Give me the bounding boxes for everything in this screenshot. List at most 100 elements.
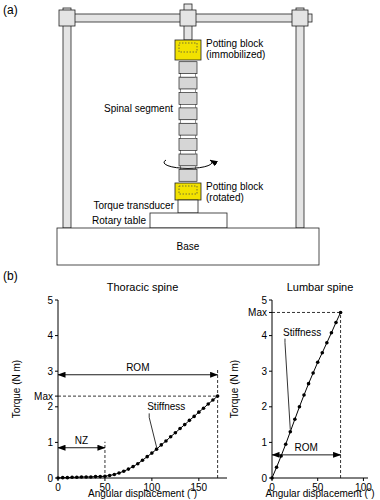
vertebra xyxy=(179,139,197,151)
data-point xyxy=(164,439,168,443)
data-line xyxy=(58,396,218,478)
y-tick-label: Max xyxy=(248,307,267,318)
data-point xyxy=(183,423,187,427)
x-axis-label: Angular displacement (˚) xyxy=(88,488,197,499)
y-tick xyxy=(55,396,58,397)
data-point xyxy=(150,451,154,455)
data-point xyxy=(75,475,79,479)
base xyxy=(57,228,319,265)
data-point xyxy=(127,467,131,471)
max-guide xyxy=(58,396,218,397)
max-guide xyxy=(272,312,341,313)
data-point xyxy=(288,430,292,434)
y-tick xyxy=(269,442,272,443)
vertebra xyxy=(179,77,197,89)
x-tick xyxy=(363,478,364,481)
span-arrow xyxy=(272,454,341,455)
x-tick xyxy=(317,478,318,481)
x-axis-label: Angular displacement (˚) xyxy=(266,488,375,499)
y-tick-label: 2 xyxy=(261,401,267,412)
data-point xyxy=(211,398,215,402)
data-line xyxy=(272,312,341,478)
data-point xyxy=(316,361,320,365)
apparatus: Potting block(immobilized)Spinal segment… xyxy=(57,4,319,265)
panel-label: (a) xyxy=(3,3,18,17)
annotation-leader xyxy=(285,339,290,430)
y-tick-label: 5 xyxy=(47,295,53,306)
data-point xyxy=(80,475,84,479)
x-tick xyxy=(104,478,105,481)
x-tick-label: 0 xyxy=(55,482,61,493)
data-point xyxy=(131,465,135,469)
data-point xyxy=(141,458,145,462)
diagram-label: Torque transducer xyxy=(93,200,174,211)
y-tick-label: 2 xyxy=(47,401,53,412)
disc xyxy=(181,89,196,92)
data-point xyxy=(155,447,159,451)
disc xyxy=(181,135,196,138)
data-point xyxy=(275,466,279,470)
vertebra xyxy=(179,123,197,135)
y-tick-label: 1 xyxy=(47,437,53,448)
data-point xyxy=(192,415,196,419)
y-tick xyxy=(55,371,58,372)
disc xyxy=(181,120,196,123)
frame-post xyxy=(296,8,304,228)
span-guide xyxy=(340,312,341,478)
annotation-label: ROM xyxy=(295,442,318,453)
y-tick xyxy=(269,335,272,336)
diagram-label: (immobilized) xyxy=(206,49,265,60)
vertebra xyxy=(179,154,197,166)
y-tick xyxy=(269,406,272,407)
data-point xyxy=(98,475,102,479)
disc xyxy=(181,74,196,77)
data-point xyxy=(84,475,88,479)
diagram-label: Potting block xyxy=(206,38,264,49)
span-arrow xyxy=(58,447,105,448)
data-point xyxy=(108,474,112,478)
vertebra xyxy=(179,169,197,181)
data-point xyxy=(56,476,60,480)
data-point xyxy=(270,476,274,480)
clamp xyxy=(59,10,75,26)
y-tick-label: Max xyxy=(34,391,53,402)
data-point xyxy=(145,455,149,459)
y-tick xyxy=(269,312,272,313)
panel-label: (b) xyxy=(3,269,18,283)
annotation-leader xyxy=(149,413,156,447)
y-tick-label: 5 xyxy=(261,295,267,306)
y-tick-label: 0 xyxy=(47,473,53,484)
y-tick-label: 0 xyxy=(261,473,267,484)
y-tick-label: 3 xyxy=(47,366,53,377)
y-tick xyxy=(55,442,58,443)
data-point xyxy=(325,341,329,345)
potting-inner xyxy=(179,43,197,52)
disc xyxy=(181,151,196,154)
frame-post xyxy=(63,8,71,228)
data-point xyxy=(206,402,210,406)
data-point xyxy=(122,469,126,473)
annotations: ROMStiffness xyxy=(272,312,341,478)
data-point xyxy=(89,475,93,479)
y-tick xyxy=(269,300,272,301)
vertebra xyxy=(179,62,197,74)
data-point xyxy=(66,476,70,480)
data-point xyxy=(61,476,65,480)
chart-title: Lumbar spine xyxy=(287,281,354,293)
data-point xyxy=(284,442,288,446)
y-tick xyxy=(269,371,272,372)
annotations: ROMNZStiffness xyxy=(58,362,218,478)
chart-title: Thoracic spine xyxy=(107,281,179,293)
potting-inner xyxy=(179,186,197,194)
data-point xyxy=(307,382,311,386)
data-point xyxy=(311,371,315,375)
span-arrow xyxy=(58,374,218,375)
annotation-label: ROM xyxy=(126,362,149,373)
data-point xyxy=(302,393,306,397)
potting-block-bottom xyxy=(175,183,201,200)
annotation-label: NZ xyxy=(75,435,88,446)
diagram-label: Base xyxy=(177,241,200,252)
vertebra xyxy=(179,108,197,120)
vertebra xyxy=(179,92,197,104)
y-axis-label: Torque (N m) xyxy=(11,360,22,418)
